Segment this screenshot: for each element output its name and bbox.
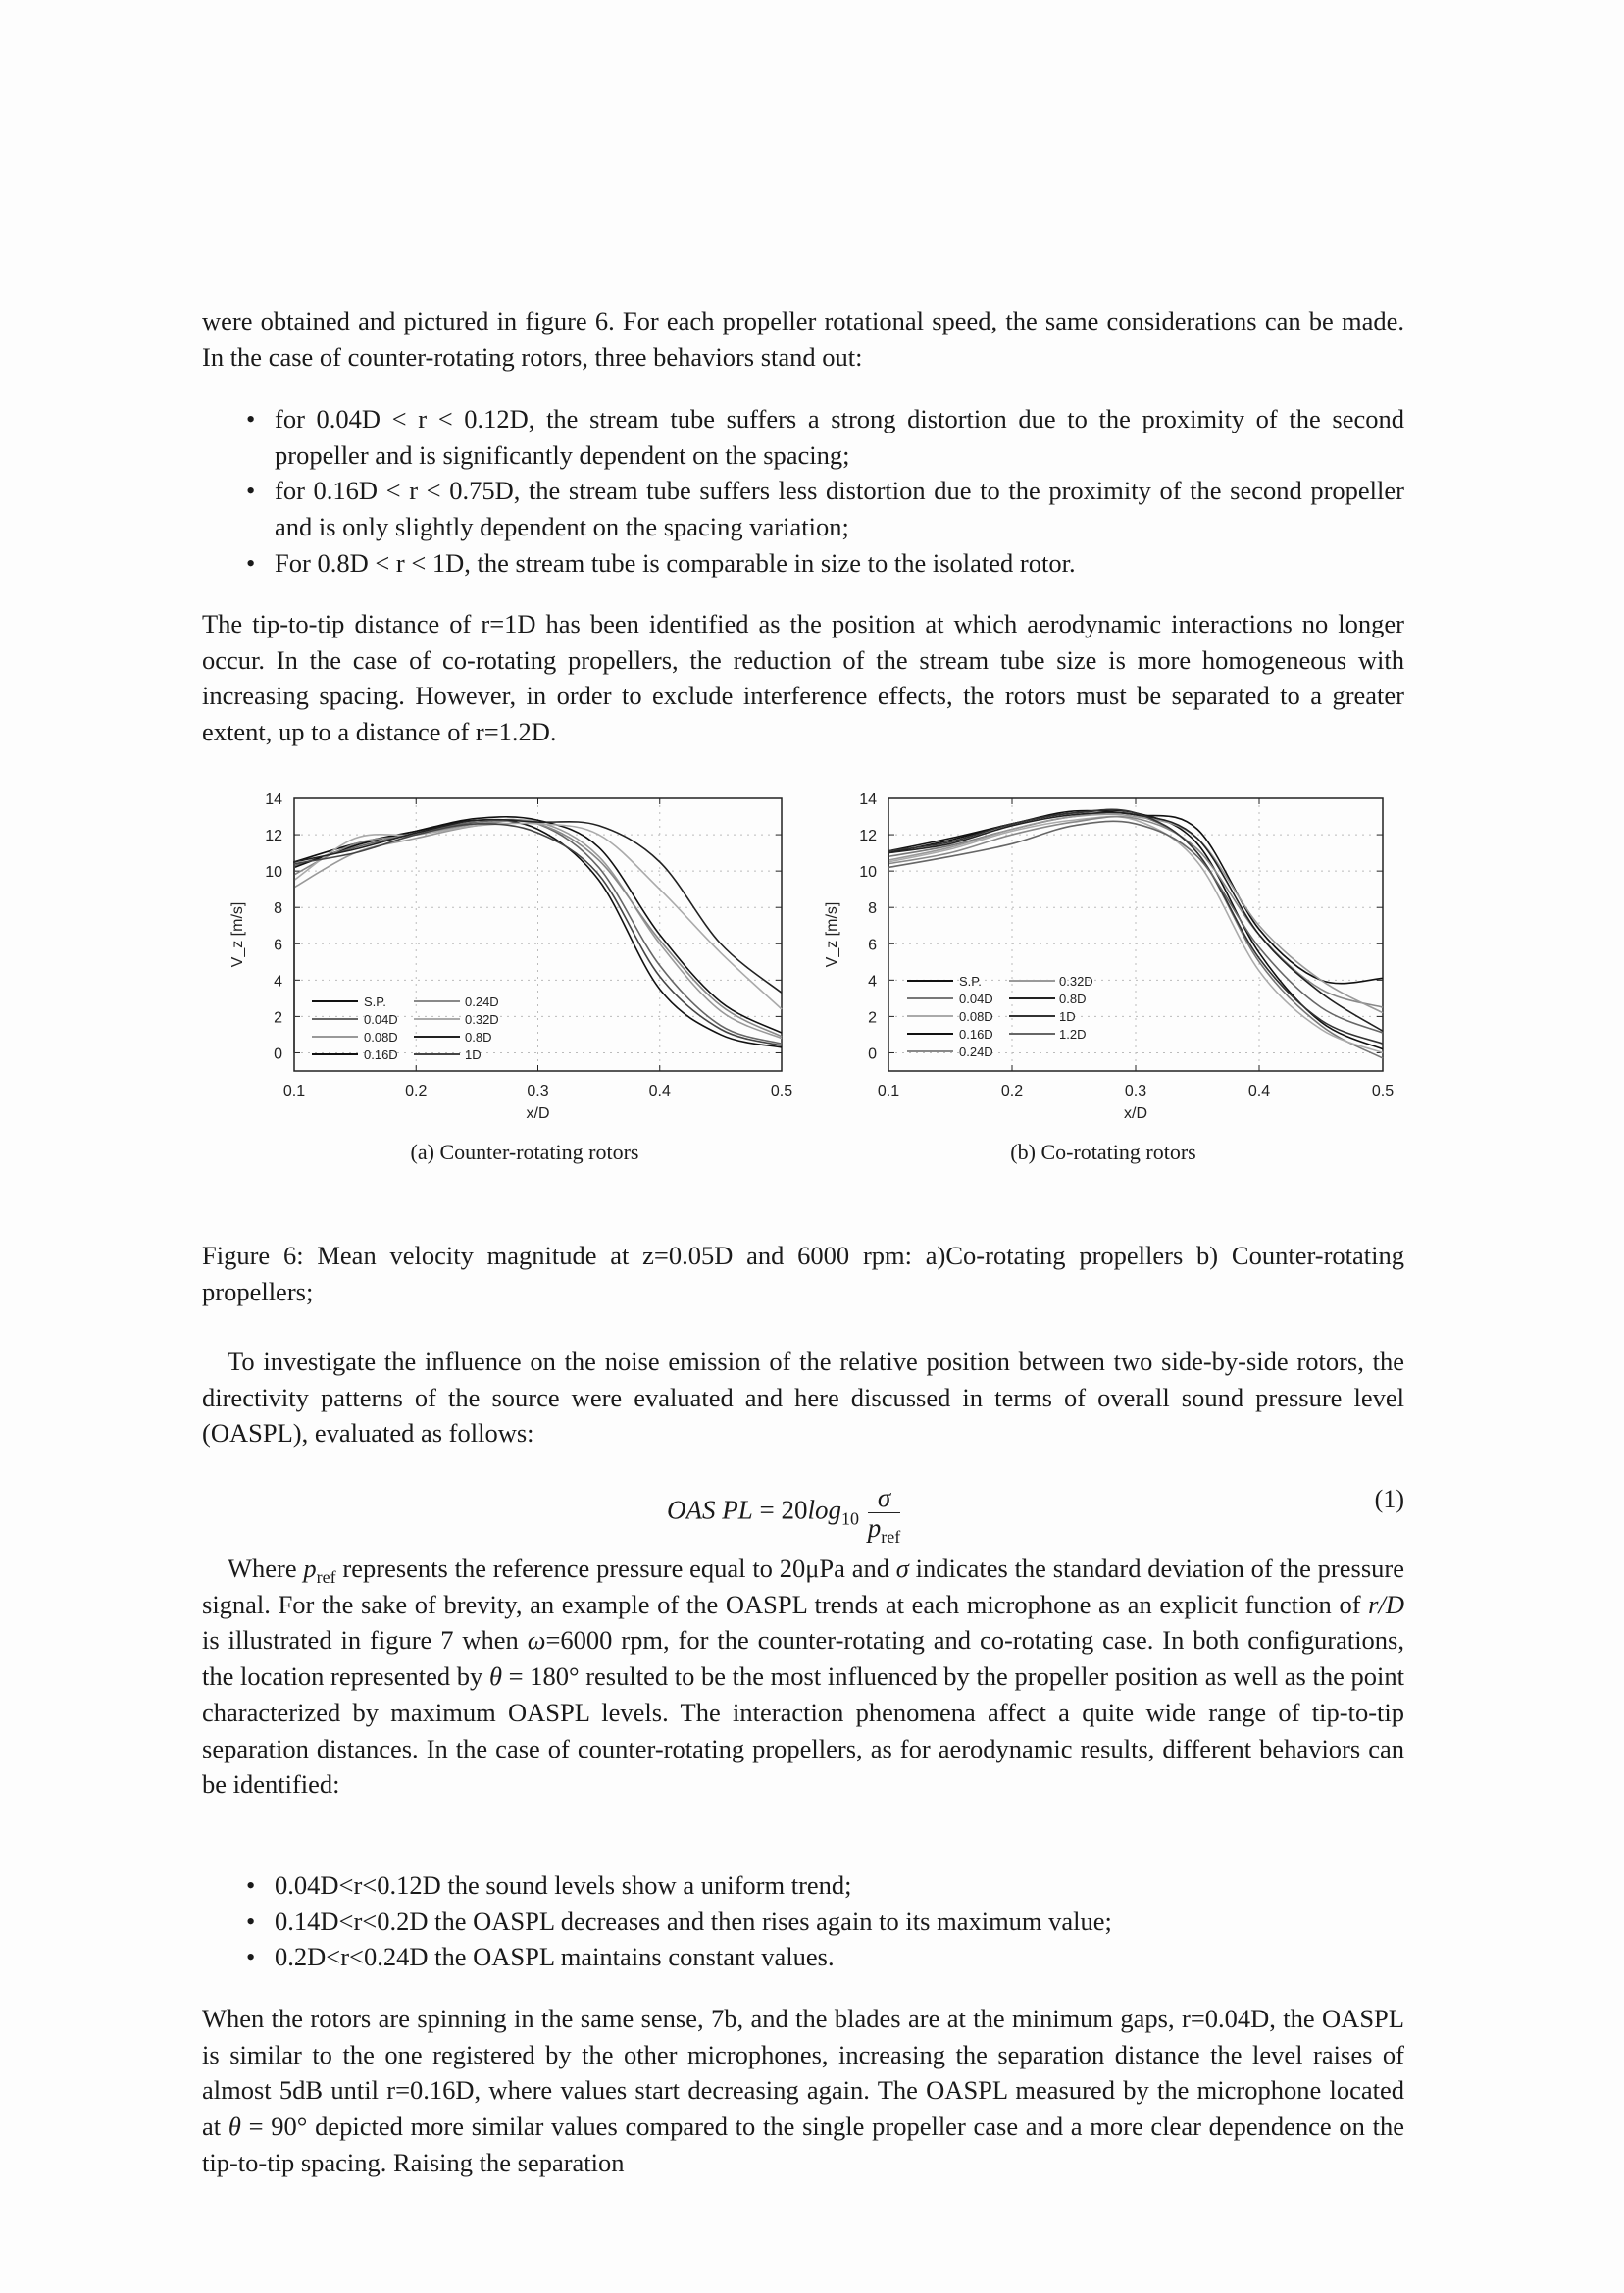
paragraph-3: To investigate the influence on the nois… bbox=[202, 1347, 1404, 1449]
series-line bbox=[293, 819, 783, 1053]
figure-caption: Figure 6: Mean velocity magnitude at z=0… bbox=[202, 1241, 1404, 1306]
y-tick-label: 6 bbox=[274, 937, 282, 953]
legend-label: 0.32D bbox=[465, 1012, 499, 1027]
fraction: σ pref bbox=[867, 1483, 901, 1547]
y-tick-label: 6 bbox=[868, 937, 877, 953]
series-line bbox=[888, 815, 1384, 1054]
y-tick-label: 12 bbox=[265, 828, 282, 844]
x-tick-label: 0.5 bbox=[1372, 1083, 1394, 1099]
y-tick-label: 10 bbox=[859, 864, 877, 881]
paragraph-5: When the rotors are spinning in the same… bbox=[202, 2004, 1405, 2177]
legend-label: 0.16D bbox=[959, 1027, 993, 1042]
series-line bbox=[293, 823, 783, 1053]
legend-label: 0.08D bbox=[364, 1030, 398, 1045]
paragraph-1: were obtained and pictured in figure 6. … bbox=[202, 306, 1404, 372]
legend-label: 0.04D bbox=[364, 1012, 398, 1027]
figure-6-charts: 0.1 0.2 0.3 0.4 0.5 0 2 4 6 8 10 12 14 x/D V_z [m/s] S.… bbox=[229, 791, 1394, 1122]
list-item: 0.2D<r<0.24D the OASPL maintains constan… bbox=[202, 1939, 1404, 1975]
x-tick-label: 0.5 bbox=[771, 1083, 792, 1099]
legend-label: 1D bbox=[465, 1047, 482, 1062]
x-tick-label: 0.1 bbox=[283, 1083, 305, 1099]
legend-label: 0.24D bbox=[959, 1045, 993, 1059]
list-item: For 0.8D < r < 1D, the stream tube is co… bbox=[202, 545, 1404, 582]
y-tick-label: 0 bbox=[274, 1045, 282, 1062]
legend-label: 0.8D bbox=[465, 1030, 491, 1045]
y-tick-label: 8 bbox=[274, 900, 282, 917]
series-line bbox=[293, 818, 783, 1053]
legend-label: S.P. bbox=[959, 974, 982, 989]
y-tick-label: 8 bbox=[868, 900, 877, 917]
legend-label: 0.08D bbox=[959, 1009, 993, 1024]
y-axis-label: V_z [m/s] bbox=[229, 902, 246, 968]
list-item: 0.04D<r<0.12D the sound levels show a un… bbox=[202, 1867, 1404, 1904]
legend-label: 0.16D bbox=[364, 1047, 398, 1062]
x-axis-label: x/D bbox=[1124, 1105, 1147, 1122]
legend-label: 0.8D bbox=[1059, 992, 1086, 1006]
y-tick-label: 12 bbox=[859, 828, 877, 844]
x-tick-label: 0.3 bbox=[1125, 1083, 1146, 1099]
list-item: for 0.04D < r < 0.12D, the stream tube s… bbox=[202, 401, 1404, 473]
x-tick-label: 0.1 bbox=[878, 1083, 899, 1099]
y-tick-label: 0 bbox=[868, 1045, 877, 1062]
subcaption-a: (a) Counter-rotating rotors bbox=[410, 1140, 639, 1164]
bullet-list-2: 0.04D<r<0.12D the sound levels show a un… bbox=[202, 1867, 1404, 1975]
x-tick-label: 0.2 bbox=[1001, 1083, 1023, 1099]
legend-label: 0.32D bbox=[1059, 974, 1093, 989]
x-tick-label: 0.4 bbox=[1248, 1083, 1270, 1099]
paragraph-4: Where pref represents the reference pres… bbox=[202, 1554, 1404, 1800]
equation-number: (1) bbox=[1374, 1485, 1404, 1513]
y-tick-label: 2 bbox=[274, 1009, 282, 1026]
x-tick-label: 0.3 bbox=[527, 1083, 548, 1099]
x-axis-label: x/D bbox=[527, 1105, 550, 1122]
series-line bbox=[888, 815, 1384, 1053]
series-line bbox=[888, 813, 1384, 1053]
series-line bbox=[888, 808, 1384, 1053]
y-tick-label: 10 bbox=[265, 864, 282, 881]
bullet-list-1: for 0.04D < r < 0.12D, the stream tube s… bbox=[202, 401, 1404, 582]
y-tick-label: 4 bbox=[868, 973, 877, 990]
legend-label: 0.24D bbox=[465, 994, 499, 1009]
paragraph-2: The tip-to-tip distance of r=1D has been… bbox=[202, 609, 1404, 747]
y-tick-label: 14 bbox=[265, 791, 282, 808]
legend-label: 0.04D bbox=[959, 992, 993, 1006]
list-item: for 0.16D < r < 0.75D, the stream tube s… bbox=[202, 473, 1404, 544]
legend-label: S.P. bbox=[364, 994, 386, 1009]
y-tick-label: 14 bbox=[859, 791, 877, 808]
series-line bbox=[888, 820, 1384, 1053]
y-tick-label: 4 bbox=[274, 973, 282, 990]
legend-label: 1.2D bbox=[1059, 1027, 1086, 1042]
subcaption-b: (b) Co-rotating rotors bbox=[1010, 1140, 1196, 1164]
list-item: 0.14D<r<0.2D the OASPL decreases and the… bbox=[202, 1904, 1404, 1940]
y-tick-label: 2 bbox=[868, 1009, 877, 1026]
series-line bbox=[293, 822, 783, 1053]
y-axis-label: V_z [m/s] bbox=[824, 902, 840, 968]
x-tick-label: 0.2 bbox=[405, 1083, 427, 1099]
legend-label: 1D bbox=[1059, 1009, 1076, 1024]
equation-oaspl: OAS PL = 20log10 σ pref bbox=[667, 1483, 901, 1547]
x-tick-label: 0.4 bbox=[649, 1083, 671, 1099]
